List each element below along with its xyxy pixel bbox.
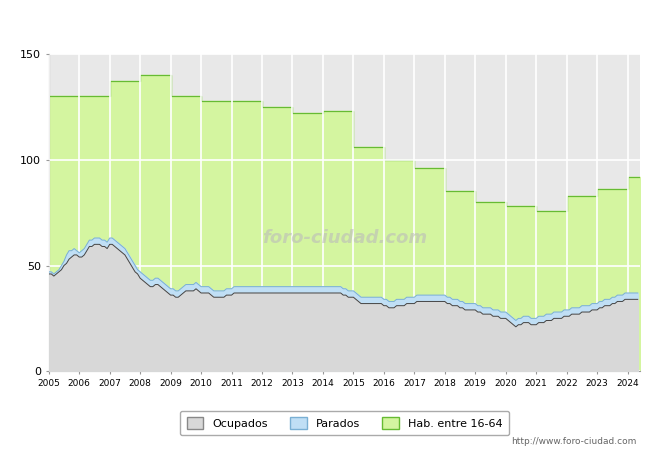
Text: Matanza - Evolucion de la poblacion en edad de Trabajar Mayo de 2024: Matanza - Evolucion de la poblacion en e…: [86, 17, 564, 30]
Text: http://www.foro-ciudad.com: http://www.foro-ciudad.com: [512, 436, 637, 446]
Legend: Ocupados, Parados, Hab. entre 16-64: Ocupados, Parados, Hab. entre 16-64: [180, 411, 509, 436]
Text: foro-ciudad.com: foro-ciudad.com: [262, 229, 427, 247]
